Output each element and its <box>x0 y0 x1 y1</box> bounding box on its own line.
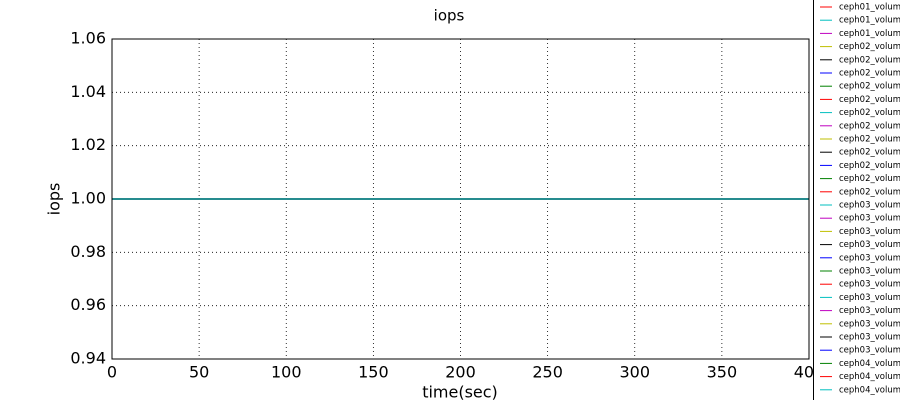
y-tick-label: 1.04 <box>70 82 106 101</box>
legend: ceph01_volum ceph01_volum ceph01_volumceph… <box>813 0 900 400</box>
legend-label: ceph02_volum <box>839 95 900 105</box>
legend-box <box>813 0 900 400</box>
legend-label: ceph04_volum <box>839 372 900 382</box>
y-tick-label: 0.98 <box>70 242 106 261</box>
legend-label: ceph01_volum <box>839 29 900 39</box>
legend-label: ceph02_volum <box>839 108 900 118</box>
legend-label: ceph02_volum <box>839 174 900 184</box>
legend-label: ceph02_volum <box>839 42 900 52</box>
legend-label: ceph02_volum <box>839 148 900 158</box>
legend-label: ceph01_volum <box>839 3 900 13</box>
legend-label: ceph03_volum <box>839 240 900 250</box>
x-tick-label: 100 <box>271 363 302 382</box>
legend-label: ceph02_volum <box>839 135 900 145</box>
x-tick-label: 50 <box>189 363 209 382</box>
legend-label: ceph03_volum <box>839 333 900 343</box>
legend-label: ceph01_volum <box>839 16 900 26</box>
legend-label: ceph03_volum <box>839 293 900 303</box>
legend-label: ceph03_volum <box>839 280 900 290</box>
x-tick-label: 350 <box>707 363 738 382</box>
x-tick-label: 300 <box>619 363 650 382</box>
legend-label: ceph02_volum <box>839 187 900 197</box>
x-tick-label: 200 <box>445 363 476 382</box>
legend-label: ceph02_volum <box>839 82 900 92</box>
y-axis-label: iops <box>45 183 64 216</box>
legend-label: ceph02_volum <box>839 121 900 131</box>
y-tick-label: 0.96 <box>70 295 106 314</box>
y-tick-label: 1.06 <box>70 29 106 48</box>
legend-label: ceph04_volum <box>839 385 900 395</box>
legend-label: ceph03_volum <box>839 306 900 316</box>
legend-label: ceph03_volum <box>839 201 900 211</box>
chart-title: iops <box>434 7 465 25</box>
legend-label: ceph04_volum <box>839 359 900 369</box>
legend-label: ceph03_volum <box>839 267 900 277</box>
y-tick-label: 0.94 <box>70 349 106 368</box>
x-tick-label: 250 <box>532 363 563 382</box>
legend-label: ceph03_volum <box>839 253 900 263</box>
plot-frame <box>111 38 810 360</box>
x-tick-label: 0 <box>107 363 117 382</box>
legend-label: ceph03_volum <box>839 227 900 237</box>
x-axis-label: time(sec) <box>422 383 498 400</box>
y-tick-label: 1.02 <box>70 135 106 154</box>
x-tick-label: 150 <box>358 363 389 382</box>
legend-label: ceph03_volum <box>839 214 900 224</box>
legend-label: ceph02_volum <box>839 69 900 79</box>
legend-label: ceph03_volum <box>839 346 900 356</box>
legend-label: ceph02_volum <box>839 55 900 65</box>
legend-label: ceph02_volum <box>839 161 900 171</box>
y-tick-label: 1.00 <box>70 189 106 208</box>
legend-label: ceph03_volum <box>839 319 900 329</box>
